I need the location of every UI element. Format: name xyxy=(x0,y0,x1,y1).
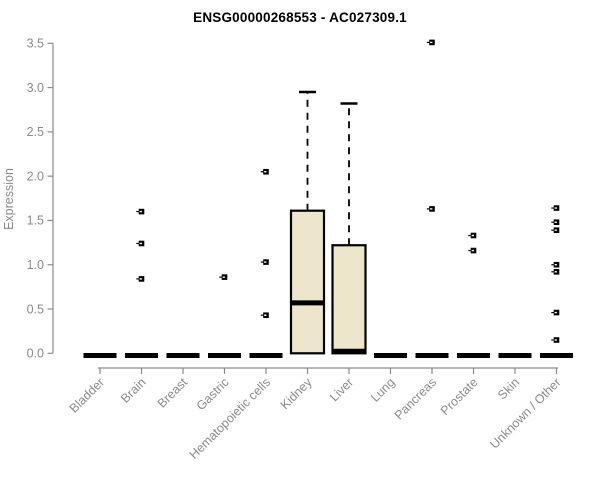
x-tick-label: Lung xyxy=(368,375,398,405)
x-tick-label: Prostate xyxy=(438,375,481,418)
outlier-point-slit xyxy=(471,234,474,237)
y-tick-label: 3.5 xyxy=(27,37,44,51)
y-tick-label: 1.0 xyxy=(27,258,44,272)
outlier-point-slit xyxy=(430,41,433,44)
x-tick-label: Unknown / Other xyxy=(487,375,563,451)
x-tick-label: Brain xyxy=(118,375,149,406)
x-tick-label: Gastric xyxy=(194,375,232,413)
x-tick-label: Pancreas xyxy=(392,375,439,422)
x-tick-label: Breast xyxy=(155,375,191,411)
outlier-point-slit xyxy=(430,208,433,210)
outlier-point-slit xyxy=(222,276,225,278)
outlier-point-slit xyxy=(139,278,142,280)
outlier-point-slit xyxy=(139,242,142,245)
y-tick-label: 0.5 xyxy=(27,302,44,316)
y-tick-label: 3.0 xyxy=(27,81,44,95)
outlier-point-slit xyxy=(554,311,557,314)
outlier-point-slit xyxy=(471,249,474,252)
x-tick-label: Hematopoietic cells xyxy=(187,375,274,462)
outlier-point-slit xyxy=(554,339,557,341)
box-rect xyxy=(289,209,326,355)
x-tick-label: Liver xyxy=(327,375,356,404)
outlier-point-slit xyxy=(264,261,267,263)
x-tick-label: Kidney xyxy=(278,375,315,412)
outlier-point-slit xyxy=(139,210,142,213)
y-tick-label: 1.5 xyxy=(27,214,44,228)
outlier-point-slit xyxy=(554,229,557,231)
y-tick-label: 0.0 xyxy=(27,347,44,361)
box-rect xyxy=(331,244,367,355)
outlier-point-slit xyxy=(554,271,557,273)
outlier-point-slit xyxy=(554,264,557,266)
y-tick-label: 2.5 xyxy=(27,125,44,139)
outlier-point-slit xyxy=(264,314,267,316)
y-tick-label: 2.0 xyxy=(27,169,44,183)
x-tick-label: Bladder xyxy=(67,375,107,415)
outlier-point-slit xyxy=(554,207,557,209)
x-tick-label: Skin xyxy=(495,375,522,402)
outlier-point-slit xyxy=(264,171,267,173)
chart-title: ENSG00000268553 - AC027309.1 xyxy=(193,10,407,25)
outlier-point-slit xyxy=(554,221,557,223)
